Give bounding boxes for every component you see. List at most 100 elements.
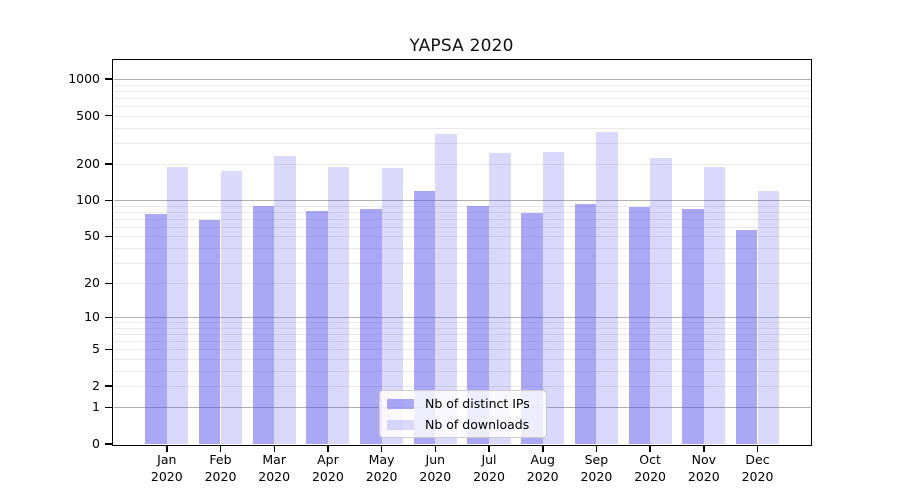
x-tick-mark-sep [595,445,598,452]
bar-downloads-jun-2020 [435,134,457,444]
minor-gridline-4 [113,359,811,360]
chart-title: YAPSA 2020 [409,36,514,56]
x-tick-mark-jun [434,445,437,452]
x-tick-label-dec: Dec 2020 [741,452,774,484]
minor-gridline-80 [113,211,811,213]
bar-distinct-ips-oct-2020 [628,207,651,444]
y-tick-label-10: 10 [84,309,100,325]
minor-gridline-90 [113,205,811,207]
bar-downloads-apr-2020 [327,166,350,444]
bar-downloads-aug-2020 [542,152,565,444]
y-tick-label-1000: 1000 [68,71,100,87]
y-tick-mark-0 [104,443,113,445]
minor-gridline-700 [113,98,811,99]
minor-gridline-6 [113,341,811,343]
minor-gridline-7 [113,334,811,336]
y-tick-label-1: 1 [92,399,100,415]
plot-area [113,60,811,444]
minor-gridline-3 [113,370,811,372]
x-tick-label-nov: Nov 2020 [687,452,720,484]
x-tick-label-apr: Apr 2020 [311,452,344,484]
x-tick-label-mar: Mar 2020 [258,452,291,484]
legend-label-downloads: Nb of downloads [425,417,530,432]
bar-distinct-ips-jun-2020 [413,191,436,444]
x-tick-label-aug: Aug 2020 [526,452,559,484]
x-tick-label-jul: Jul 2020 [473,452,505,484]
y-tick-label-50: 50 [84,228,100,244]
bar-downloads-jan-2020 [166,167,189,444]
y-tick-mark-500 [104,114,113,117]
minor-gridline-70 [113,218,811,220]
legend-entry-distinct-ips: Nb of distinct IPs [387,396,546,412]
bar-distinct-ips-mar-2020 [252,205,275,444]
minor-gridline-50 [113,236,811,238]
major-gridline-10 [113,317,811,319]
y-tick-label-20: 20 [84,275,100,291]
y-tick-label-0: 0 [92,436,100,451]
legend-label-distinct-ips: Nb of distinct IPs [425,396,530,411]
x-tick-label-jan: Jan 2020 [150,452,183,484]
bar-distinct-ips-aug-2020 [521,212,543,444]
minor-gridline-500 [113,115,811,117]
bar-downloads-oct-2020 [650,158,672,444]
y-tick-label-100: 100 [76,192,100,208]
legend: Nb of distinct IPs Nb of downloads [379,390,547,438]
x-tick-label-feb: Feb 2020 [204,452,237,484]
bar-downloads-feb-2020 [220,170,243,444]
minor-gridline-600 [113,106,811,108]
y-tick-mark-50 [104,235,113,238]
legend-swatch-distinct-ips [387,398,414,409]
minor-gridline-20 [113,283,811,285]
y-tick-label-200: 200 [76,155,100,171]
bar-distinct-ips-jan-2020 [145,213,167,444]
minor-gridline-300 [113,142,811,144]
y-tick-mark-200 [104,163,113,165]
x-tick-mark-feb [219,445,222,452]
x-tick-label-may: May 2020 [365,452,398,484]
x-tick-mark-jul [488,445,490,452]
x-tick-mark-aug [542,445,544,452]
x-tick-mark-may [380,445,383,452]
x-tick-label-sep: Sep 2020 [580,452,613,484]
y-tick-mark-1 [104,406,113,409]
y-tick-label-5: 5 [92,341,100,357]
legend-swatch-downloads [387,419,414,430]
minor-gridline-2 [113,386,811,387]
y-tick-mark-5 [104,348,113,351]
minor-gridline-60 [113,226,811,228]
bar-distinct-ips-jul-2020 [467,205,489,444]
minor-gridline-900 [113,84,811,86]
legend-entry-downloads: Nb of downloads [387,417,546,433]
bar-downloads-dec-2020 [757,190,780,444]
x-tick-label-oct: Oct 2020 [634,452,666,484]
major-gridline-100 [113,200,811,202]
y-tick-label-2: 2 [92,378,100,393]
bar-distinct-ips-dec-2020 [735,229,758,444]
bar-distinct-ips-may-2020 [360,208,382,444]
major-gridline-1000 [113,79,811,81]
minor-gridline-9 [113,322,811,324]
bar-distinct-ips-nov-2020 [682,209,704,444]
bar-distinct-ips-sep-2020 [574,203,597,444]
x-tick-label-jun: Jun 2020 [419,452,452,484]
x-tick-mark-apr [327,445,329,452]
bar-downloads-may-2020 [381,168,404,444]
y-tick-label-500: 500 [76,107,100,123]
minor-gridline-40 [113,247,811,249]
x-tick-mark-nov [703,445,705,452]
y-tick-mark-20 [104,282,113,284]
bar-distinct-ips-feb-2020 [198,220,221,444]
minor-gridline-5 [113,349,811,351]
y-tick-mark-10 [104,316,113,319]
bar-downloads-mar-2020 [274,155,296,444]
bar-downloads-sep-2020 [596,131,618,444]
x-tick-mark-jan [166,445,168,452]
y-tick-mark-100 [104,199,113,201]
bar-downloads-nov-2020 [703,166,726,444]
x-tick-mark-mar [273,445,275,452]
minor-gridline-400 [113,127,811,129]
bar-downloads-jul-2020 [489,153,511,444]
bar-distinct-ips-apr-2020 [306,210,328,444]
x-tick-mark-oct [649,445,651,452]
